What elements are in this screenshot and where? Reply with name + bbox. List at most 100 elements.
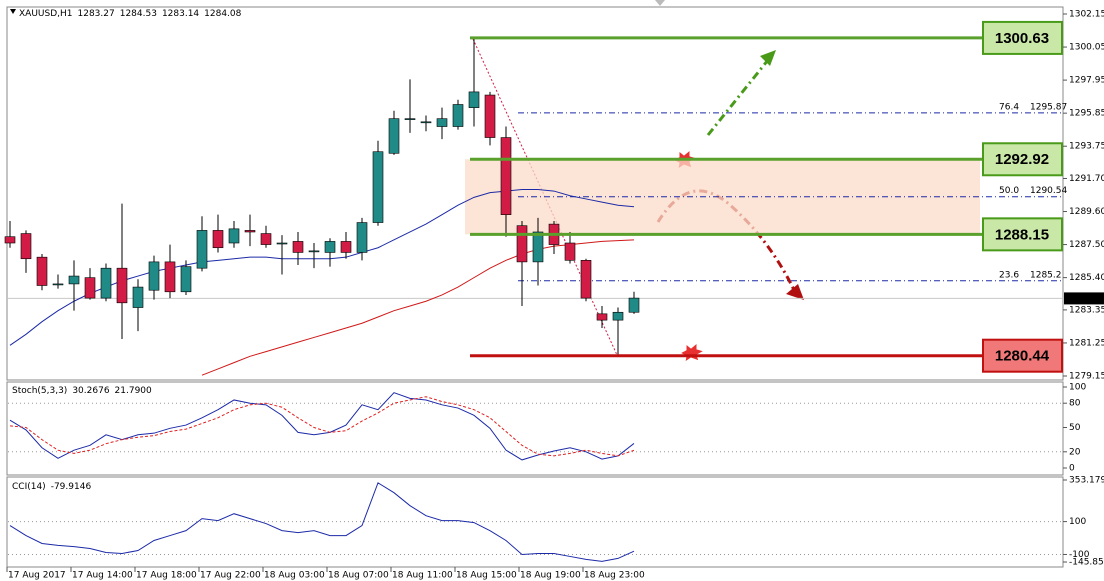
candle-body [132, 286, 144, 308]
candle-body [180, 266, 192, 293]
candle-body [68, 275, 80, 285]
candle-body [500, 137, 512, 215]
x-tick-label: 17 Aug 22:00 [200, 571, 261, 581]
down-arrowhead [786, 284, 804, 300]
y-tick-label: -145.858 [1069, 558, 1104, 568]
y-tick-label: 50 [1069, 423, 1081, 433]
level-label: 1288.15 [995, 226, 1049, 243]
x-tick-label: 17 Aug 2017 [8, 571, 66, 581]
y-tick-label: 1289.60 [1069, 207, 1104, 217]
indicator-title: Stoch(5,3,3) 30.2676 21.7900 [12, 386, 152, 396]
header-value: -79.9146 [51, 482, 92, 492]
level-label: 1300.63 [995, 30, 1049, 47]
title: XAUUSD,H1 [19, 9, 73, 19]
title: CCI(14) [12, 482, 46, 492]
candle-body [356, 222, 368, 253]
x-tick-label: 18 Aug 07:00 [328, 571, 389, 581]
stoch-panel [6, 381, 1064, 476]
candle-body [324, 241, 336, 253]
candle-body [244, 230, 256, 233]
candle-body [420, 121, 432, 124]
fib-price: 1285.2 [1030, 270, 1062, 280]
candle-body [532, 231, 544, 263]
header-value: 1283.27 [78, 9, 115, 19]
indicator-line [201, 239, 635, 376]
candle-body [196, 230, 208, 269]
price-tag [1064, 292, 1104, 305]
level-box [982, 217, 1063, 252]
y-tick-label: 1279.15 [1069, 372, 1104, 382]
y-tick-label: 1302.15 [1069, 10, 1104, 20]
candle-body [20, 233, 32, 260]
header-value: 1284.53 [120, 9, 157, 19]
x-tick-label: 18 Aug 19:00 [520, 571, 581, 581]
breakout-star [678, 341, 706, 364]
candle-body [84, 277, 96, 299]
candle-body [564, 242, 576, 261]
indicator-line [9, 188, 635, 346]
candle-body [372, 151, 384, 223]
header-value: 1283.14 [162, 9, 199, 19]
candle-body [436, 118, 448, 127]
candle-body [388, 118, 400, 154]
candle-body [164, 261, 176, 293]
indicator-title: CCI(14) -79.9146 [12, 482, 91, 492]
candle-body [228, 228, 240, 244]
header-value: 1284.08 [204, 9, 241, 19]
header-value: 30.2676 [72, 386, 109, 396]
candle-body [276, 242, 288, 245]
y-tick-label: 353.179 [1069, 476, 1104, 486]
fib-price: 1295.87 [1030, 102, 1067, 112]
x-tick-label: 17 Aug 14:00 [72, 571, 133, 581]
y-tick-label: 1283.35 [1069, 305, 1104, 315]
level-label: 1292.92 [995, 151, 1049, 168]
main-panel [6, 6, 1064, 381]
indicator-line [9, 396, 635, 457]
y-tick-label: 1287.50 [1069, 240, 1104, 250]
x-tick-label: 18 Aug 23:00 [584, 571, 645, 581]
candle-body [4, 236, 16, 244]
y-tick-label: 1297.95 [1069, 76, 1104, 86]
candle-body [116, 267, 128, 304]
y-tick-label: 1281.25 [1069, 338, 1104, 348]
level-label: 1280.44 [995, 348, 1050, 365]
up-arrow [706, 54, 774, 136]
fib-level: 23.6 [999, 270, 1019, 280]
menu-triangle [10, 9, 16, 14]
fib-level: 76.4 [999, 102, 1019, 112]
candle-body [292, 241, 304, 253]
fib-price: 1290.54 [1030, 186, 1067, 196]
up-arrowhead [760, 50, 776, 66]
candle-body [260, 233, 272, 245]
candle-body [52, 283, 64, 286]
y-tick-label: 1293.75 [1069, 142, 1104, 152]
candle-body [308, 250, 320, 253]
candle-body [628, 297, 640, 313]
title: Stoch(5,3,3) [12, 386, 67, 396]
indicator-line [9, 392, 635, 461]
candle-body [148, 261, 160, 291]
x-tick-label: 17 Aug 18:00 [136, 571, 197, 581]
candle-body [36, 256, 48, 286]
candle-body [212, 230, 224, 249]
level-box [982, 20, 1063, 55]
candle-body [404, 118, 416, 120]
price-tag-label: 1284.08 [1067, 294, 1104, 304]
shift-marker [655, 0, 665, 6]
y-tick-label: 100 [1069, 517, 1086, 527]
candle-body [516, 225, 528, 263]
y-tick-label: -100 [1069, 550, 1090, 560]
candle-body [612, 311, 624, 321]
candle-body [452, 104, 464, 127]
candle-body [340, 241, 352, 253]
x-tick-label: 18 Aug 03:00 [264, 571, 325, 581]
candle-body [580, 260, 592, 299]
x-tick-label: 18 Aug 11:00 [392, 571, 453, 581]
candle-body [596, 313, 608, 321]
y-tick-label: 1285.40 [1069, 273, 1104, 283]
y-tick-label: 80 [1069, 399, 1081, 409]
y-tick-label: 1300.05 [1069, 43, 1104, 53]
indicator-title: XAUUSD,H1 1283.27 1284.53 1283.14 1284.08 [19, 9, 242, 19]
y-tick-label: 1295.85 [1069, 109, 1104, 119]
